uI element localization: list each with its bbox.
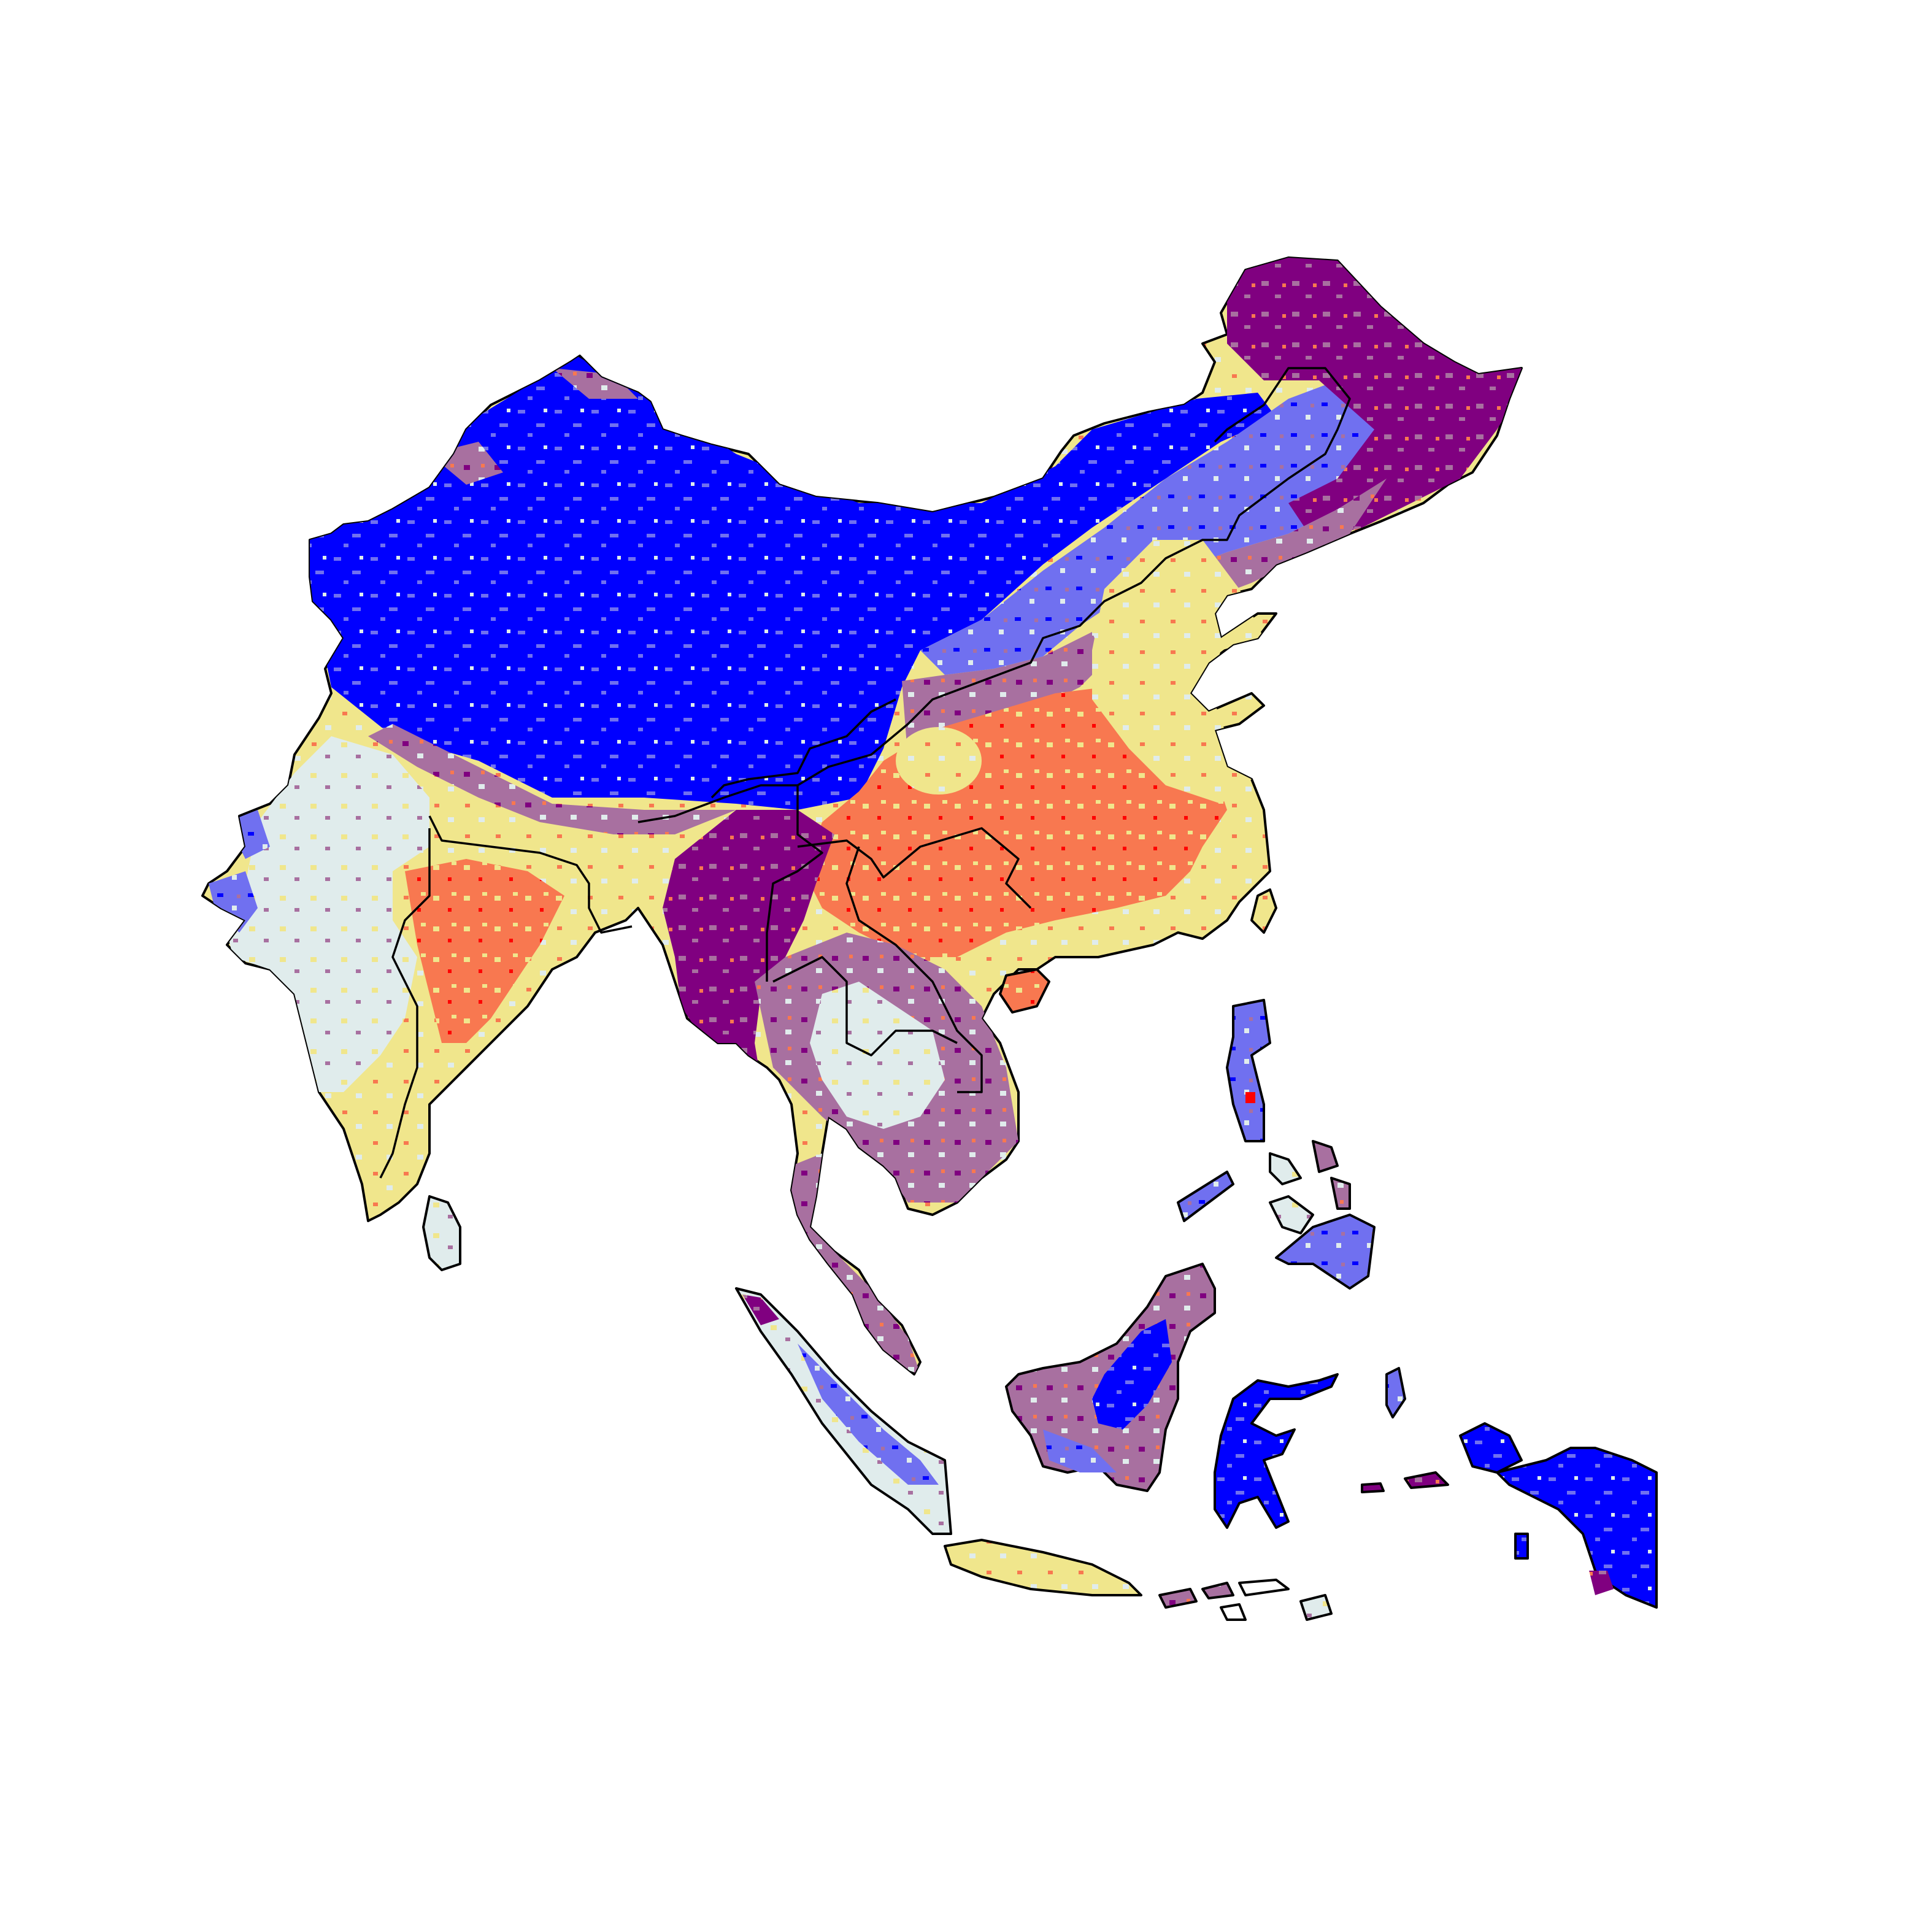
- region-india: [221, 736, 429, 1092]
- mainland-asia: [201, 256, 1523, 1376]
- region-northeast: [1227, 258, 1522, 540]
- island-bali-lombok: [1158, 1582, 1234, 1609]
- island-hainan: [999, 968, 1050, 1014]
- region-himalaya: [368, 724, 736, 834]
- country-borders: [379, 367, 1351, 1179]
- island-new-guinea: [1459, 1422, 1658, 1609]
- borneo-core: [1092, 1319, 1172, 1430]
- island-sulawesi: [1214, 1373, 1339, 1529]
- region-myanmar-yunnan: [663, 810, 834, 1080]
- region-sichuan-basin: [896, 727, 982, 795]
- island-timor: [1299, 1594, 1333, 1621]
- island-new-guinea-south: [1514, 1533, 1529, 1560]
- region-thai-plain: [810, 982, 945, 1129]
- island-flores: [1238, 1579, 1290, 1596]
- region-india-central: [405, 859, 564, 1043]
- borneo-south-blue: [1043, 1430, 1117, 1472]
- island-halmahera: [1385, 1367, 1406, 1418]
- region-northwest-mauve: [429, 368, 638, 485]
- region-pakistan-edge: [209, 810, 270, 933]
- island-seram: [1361, 1471, 1449, 1493]
- island-taiwan: [1250, 888, 1277, 934]
- island-sumba: [1220, 1603, 1247, 1621]
- new-guinea-purple-patch: [1589, 1571, 1614, 1595]
- island-sri-lanka: [422, 1195, 461, 1271]
- island-java: [944, 1539, 1142, 1596]
- philippines: [1177, 999, 1376, 1290]
- sumatra-purple-tip: [742, 1295, 779, 1325]
- sumatra-blue-band: [798, 1344, 939, 1485]
- region-mongolia: [920, 368, 1411, 675]
- region-china-west: [288, 356, 1276, 810]
